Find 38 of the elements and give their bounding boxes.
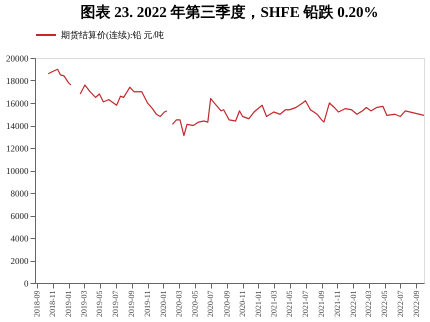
x-tick-label: 2020-11 [238, 290, 248, 317]
x-tick-label: 2020-09 [222, 290, 232, 318]
x-tick-label: 2022-07 [396, 290, 405, 318]
y-tick-label: 16000 [6, 98, 29, 108]
x-tick-label: 2021-03 [269, 290, 278, 318]
chart-title: 图表 23. 2022 年第三季度，SHFE 铅跌 0.20% [80, 3, 378, 21]
y-tick-label: 14000 [6, 121, 29, 131]
x-tick-label: 2022-03 [364, 290, 374, 318]
x-tick-label: 2021-11 [332, 290, 342, 317]
y-tick-label: 6000 [10, 211, 29, 221]
x-tick-label: 2018-09 [32, 290, 42, 318]
x-tick-label: 2021-05 [285, 290, 294, 318]
legend-label: 期货结算价(连续):铅 元/吨 [61, 30, 164, 40]
y-tick-label: 20000 [6, 54, 29, 64]
x-tick-label: 2018-11 [48, 290, 58, 317]
x-tick-label: 2020-07 [206, 290, 216, 318]
x-tick-label: 2019-11 [143, 290, 152, 317]
x-tick-label: 2019-03 [79, 290, 88, 318]
x-tick-label: 2020-01 [158, 290, 168, 318]
y-tick-label: 4000 [10, 234, 29, 244]
x-tick-label: 2021-09 [317, 290, 326, 318]
x-tick-label: 2021-07 [301, 290, 310, 318]
x-tick-label: 2019-01 [64, 290, 74, 318]
y-tick-label: 8000 [10, 188, 29, 198]
x-tick-label: 2020-03 [174, 290, 184, 318]
x-tick-label: 2022-01 [348, 290, 358, 318]
x-tick-label: 2019-05 [95, 290, 104, 318]
x-tick-label: 2020-05 [190, 290, 200, 318]
y-tick-label: 10000 [6, 166, 29, 176]
y-tick-label: 18000 [6, 76, 29, 86]
x-tick-label: 2021-01 [254, 290, 263, 318]
y-tick-label: 0 [24, 278, 29, 288]
x-tick-label: 2022-09 [412, 290, 421, 318]
x-tick-label: 2019-09 [127, 290, 136, 318]
x-tick-label: 2019-07 [111, 290, 120, 318]
y-tick-label: 2000 [10, 256, 29, 266]
y-tick-label: 12000 [6, 144, 29, 154]
x-tick-label: 2022-05 [380, 290, 389, 318]
